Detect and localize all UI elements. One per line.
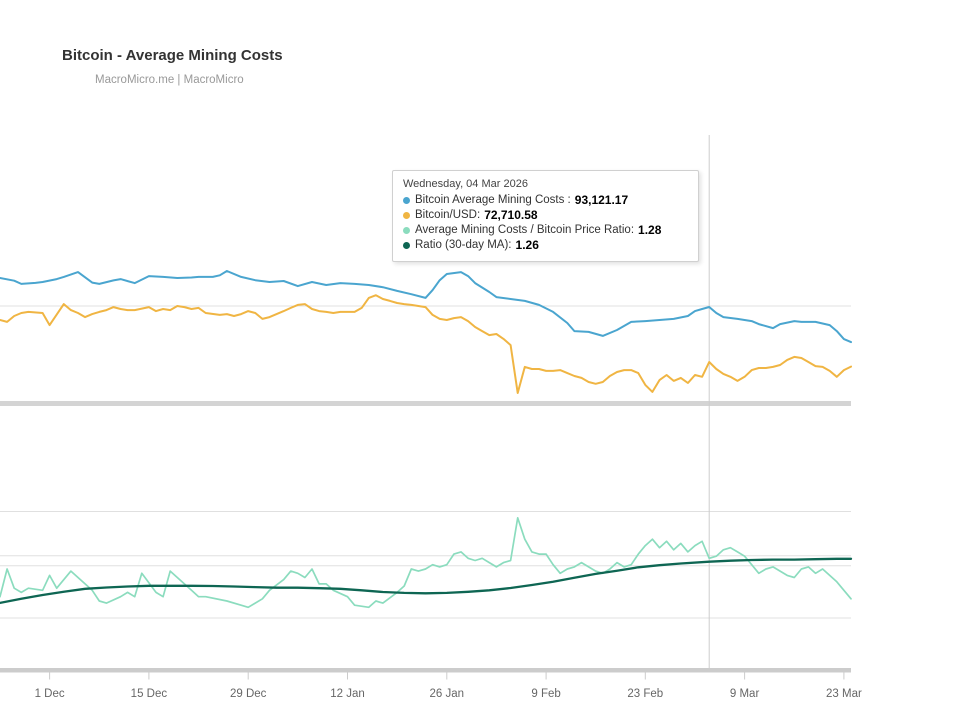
x-axis-bar xyxy=(0,668,851,673)
panel-separator xyxy=(0,401,851,406)
tooltip-date: Wednesday, 04 Mar 2026 xyxy=(403,178,528,190)
x-axis-label: 15 Dec xyxy=(131,688,168,700)
btc-usd-dot-icon xyxy=(403,212,410,219)
x-axis-label: 23 Feb xyxy=(627,688,663,700)
x-axis-label: 26 Jan xyxy=(430,688,465,700)
x-axis-label: 29 Dec xyxy=(230,688,267,700)
x-axis-label: 12 Jan xyxy=(330,688,365,700)
mining-costs-dot-icon xyxy=(403,197,410,204)
tooltip-value: 93,121.17 xyxy=(574,193,629,207)
x-axis-label: 9 Feb xyxy=(531,688,560,700)
tooltip-value: 1.28 xyxy=(638,223,662,237)
tooltip-value: 72,710.58 xyxy=(484,208,538,222)
series-line-ratio-30-day-ma[interactable] xyxy=(0,557,853,605)
page-subtitle: MacroMicro.me | MacroMicro xyxy=(95,74,244,86)
ratio-dot-icon xyxy=(403,227,410,234)
tooltip-row-mining-costs: Bitcoin Average Mining Costs : 93,121.17 xyxy=(403,193,688,208)
tooltip-label: Ratio (30-day MA): xyxy=(415,239,512,251)
series-line-bitcoin-usd[interactable] xyxy=(0,294,852,394)
series-line-average-mining-costs-bitcoin-price-ratio[interactable] xyxy=(0,517,852,609)
series-line-bitcoin-average-mining-costs[interactable] xyxy=(0,270,852,344)
tooltip-value: 1.26 xyxy=(515,238,539,252)
ratio-ma-dot-icon xyxy=(403,242,410,249)
chart-tooltip: Wednesday, 04 Mar 2026 Bitcoin Average M… xyxy=(392,170,699,262)
tooltip-row-ratio: Average Mining Costs / Bitcoin Price Rat… xyxy=(403,223,688,238)
tooltip-label: Bitcoin Average Mining Costs : xyxy=(415,194,571,206)
x-axis-label: 23 Mar xyxy=(826,688,862,700)
x-axis-label: 9 Mar xyxy=(730,688,760,700)
tooltip-label: Bitcoin/USD: xyxy=(415,209,481,221)
tooltip-row-ratio-ma: Ratio (30-day MA): 1.26 xyxy=(403,238,688,253)
page-title: Bitcoin - Average Mining Costs xyxy=(62,47,283,64)
tooltip-row-btc-usd: Bitcoin/USD: 72,710.58 xyxy=(403,208,688,223)
tooltip-label: Average Mining Costs / Bitcoin Price Rat… xyxy=(415,224,635,236)
x-axis-label: 1 Dec xyxy=(35,688,65,700)
